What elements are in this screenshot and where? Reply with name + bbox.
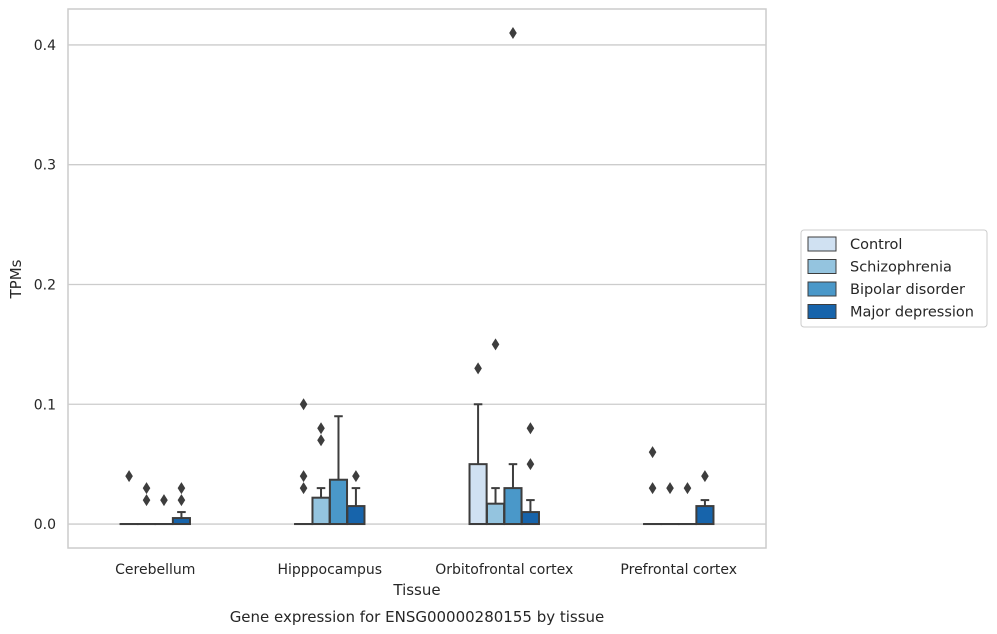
y-tick-label: 0.0 xyxy=(34,517,56,533)
outlier-point xyxy=(648,482,657,495)
box-plot-area xyxy=(119,26,715,526)
y-tick-labels: 0.0 0.1 0.2 0.3 0.4 xyxy=(34,38,56,533)
outlier-point xyxy=(142,482,151,495)
box-body xyxy=(695,505,715,526)
plot-frame xyxy=(67,8,767,549)
box-schizophrenia xyxy=(485,338,506,526)
y-tick-label: 0.1 xyxy=(34,397,56,413)
outlier-point xyxy=(317,422,325,435)
outlier-point xyxy=(317,434,325,447)
outlier-point xyxy=(509,26,517,39)
legend-label: Control xyxy=(850,237,902,253)
outlier-point xyxy=(474,362,482,375)
legend-swatch xyxy=(807,281,837,297)
outlier-point xyxy=(666,482,674,495)
x-tick-label: Orbitofrontal cortex xyxy=(435,562,573,578)
box-control xyxy=(119,470,139,526)
box-bipolar-disorder xyxy=(677,482,698,526)
outlier-point xyxy=(648,446,657,459)
outlier-point xyxy=(299,470,308,483)
outlier-point xyxy=(701,470,709,483)
outlier-point xyxy=(299,398,308,411)
outlier-point xyxy=(177,482,186,495)
outlier-point xyxy=(160,494,168,507)
outlier-point xyxy=(526,422,535,435)
box-control xyxy=(294,398,314,526)
box-control xyxy=(468,362,488,526)
outlier-point xyxy=(125,470,133,483)
chart-caption: Gene expression for ENSG00000280155 by t… xyxy=(230,608,605,626)
y-tick-label: 0.3 xyxy=(34,158,56,174)
y-axis-label: TPMs xyxy=(7,259,25,299)
box-major-depression xyxy=(171,482,191,526)
box-body xyxy=(520,511,540,526)
grid-lines xyxy=(68,44,766,525)
outlier-point xyxy=(352,470,360,483)
box-schizophrenia xyxy=(136,482,157,526)
outlier-point xyxy=(177,494,186,507)
box-body xyxy=(346,505,366,526)
box-bipolar-disorder xyxy=(154,494,174,526)
legend-swatch xyxy=(807,236,837,252)
box-body xyxy=(468,463,488,526)
x-axis-label: Tissue xyxy=(392,581,440,599)
legend-swatch xyxy=(807,304,837,319)
box-body xyxy=(328,478,349,526)
legend-label: Bipolar disorder xyxy=(850,282,965,298)
box-schizophrenia xyxy=(660,482,680,526)
x-tick-label: Hipppocampus xyxy=(277,562,382,578)
box-major-depression xyxy=(520,422,540,526)
box-bipolar-disorder xyxy=(503,26,523,526)
box-bipolar-disorder xyxy=(328,415,349,526)
legend-swatch xyxy=(807,259,837,274)
box-body xyxy=(503,487,523,526)
box-control xyxy=(643,446,663,526)
legend-label: Schizophrenia xyxy=(850,260,952,276)
y-tick-label: 0.4 xyxy=(34,38,56,54)
legend-label: Major depression xyxy=(850,305,974,321)
y-tick-label: 0.2 xyxy=(34,277,56,293)
x-tick-labels: Cerebellum Hipppocampus Orbitofrontal cort… xyxy=(115,562,737,578)
box-major-depression xyxy=(695,470,715,526)
box-body xyxy=(485,502,506,526)
box-body xyxy=(311,496,331,526)
box-major-depression xyxy=(346,470,366,526)
outlier-point xyxy=(299,482,308,495)
outlier-point xyxy=(491,338,500,351)
x-tick-label: Prefrontal cortex xyxy=(620,562,737,578)
outlier-point xyxy=(683,482,692,495)
legend-frame xyxy=(800,229,988,328)
x-tick-label: Cerebellum xyxy=(115,562,195,578)
outlier-point xyxy=(142,494,151,507)
box-schizophrenia xyxy=(311,422,331,526)
outlier-point xyxy=(526,458,535,471)
legend: Control Schizophrenia Bipolar disorder Majo… xyxy=(800,229,988,328)
